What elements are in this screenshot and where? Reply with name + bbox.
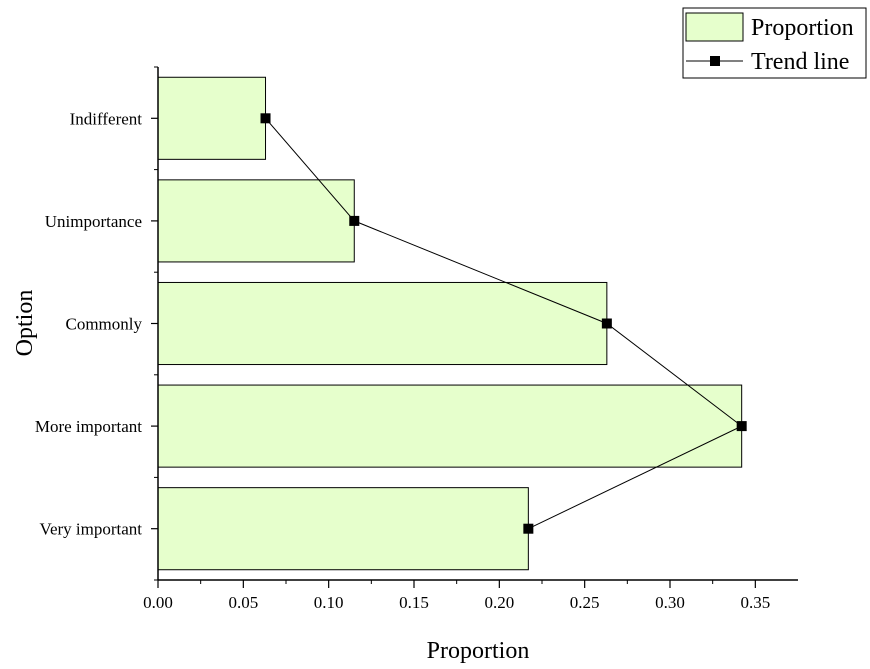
legend-marker-trend — [710, 56, 720, 66]
trend-line-group — [260, 113, 747, 534]
bar-commonly — [157, 281, 608, 366]
trend-point-commonly — [601, 318, 612, 329]
trend-point-very-important — [523, 523, 534, 534]
legend-swatch-proportion — [685, 12, 744, 42]
bar-more-important — [157, 384, 743, 468]
x-tick-label: 0.35 — [740, 593, 770, 612]
legend: Proportion Trend line — [682, 7, 867, 79]
x-axis-title: Proportion — [427, 638, 530, 664]
x-tick-label: 0.00 — [143, 593, 173, 612]
y-tick-label-commonly: Commonly — [65, 315, 142, 334]
y-tick-label-indifferent: Indifferent — [70, 109, 143, 128]
axes-group: 0.00 0.05 0.10 0.15 0.20 0.25 0.30 0.35 Very imp… — [35, 66, 798, 612]
y-tick-label-unimportance: Unimportance — [45, 212, 142, 231]
x-tick-label: 0.05 — [228, 593, 258, 612]
trend-point-more-important — [736, 421, 747, 432]
x-tick-label: 0.25 — [570, 593, 600, 612]
y-tick-label-very-important: Very important — [40, 520, 143, 539]
x-tick-label: 0.30 — [655, 593, 685, 612]
bar-indifferent — [157, 76, 267, 160]
y-axis-title: Option — [12, 290, 38, 357]
x-tick-label: 0.20 — [484, 593, 514, 612]
x-tick-label: 0.15 — [399, 593, 429, 612]
legend-label-trend-line: Trend line — [751, 49, 849, 75]
bars-group — [157, 76, 743, 571]
trend-point-unimportance — [349, 215, 360, 226]
bar-unimportance — [157, 179, 355, 263]
y-tick-label-more-important: More important — [35, 417, 142, 436]
bar-very-important — [157, 487, 529, 571]
legend-label-proportion: Proportion — [751, 15, 854, 41]
x-tick-label: 0.10 — [314, 593, 344, 612]
trend-point-indifferent — [260, 113, 271, 124]
